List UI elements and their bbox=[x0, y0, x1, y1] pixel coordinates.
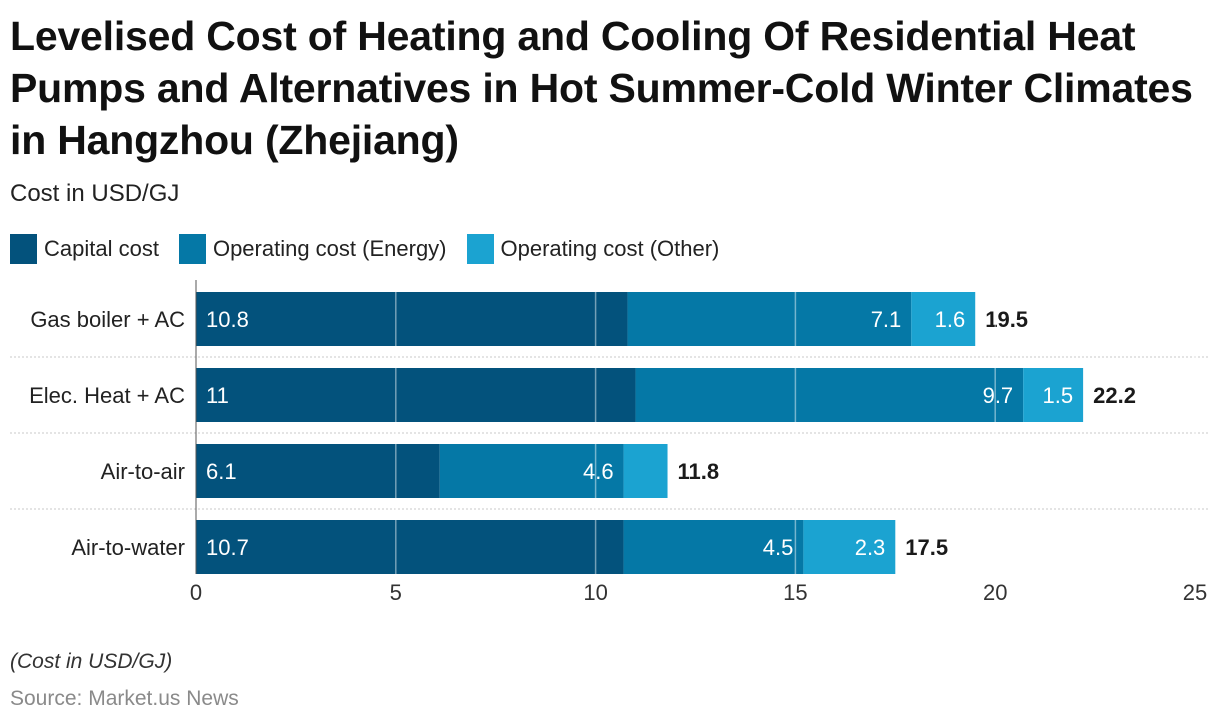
data-label: 10.7 bbox=[206, 535, 249, 560]
total-label: 22.2 bbox=[1093, 383, 1136, 408]
data-label: 10.8 bbox=[206, 307, 249, 332]
bar-segment-other bbox=[1023, 368, 1084, 422]
category-label: Air-to-water bbox=[71, 535, 185, 560]
total-label: 11.8 bbox=[678, 459, 720, 484]
category-label: Air-to-air bbox=[101, 459, 185, 484]
x-tick-label: 5 bbox=[390, 580, 402, 605]
x-tick-label: 25 bbox=[1183, 580, 1207, 605]
legend-label-other: Operating cost (Other) bbox=[500, 236, 720, 261]
data-label: 7.1 bbox=[871, 307, 902, 332]
legend: Capital cost Operating cost (Energy) Ope… bbox=[10, 234, 739, 264]
bar-segment-energy bbox=[623, 520, 804, 574]
category-label: Elec. Heat + AC bbox=[29, 383, 185, 408]
data-label: 9.7 bbox=[983, 383, 1014, 408]
chart-source: Source: Market.us News bbox=[10, 687, 239, 710]
legend-label-capital: Capital cost bbox=[44, 236, 159, 261]
data-label: 11 bbox=[206, 383, 229, 408]
total-label: 17.5 bbox=[905, 535, 948, 560]
chart-title: Levelised Cost of Heating and Cooling Of… bbox=[10, 13, 1193, 163]
data-label: 4.5 bbox=[763, 535, 794, 560]
stacked-bar-chart: Gas boiler + AC 10.8 7.1 1.6 19.5 Elec. Heat … bbox=[10, 280, 1210, 605]
bar-segment-energy bbox=[439, 444, 624, 498]
legend-item-other: Operating cost (Other) bbox=[466, 234, 720, 264]
bar-segment-capital bbox=[196, 368, 636, 422]
bar-segment-other bbox=[803, 520, 896, 574]
data-label: 1.5 bbox=[1043, 383, 1074, 408]
chart-note: (Cost in USD/GJ) bbox=[10, 650, 173, 673]
category-label: Gas boiler + AC bbox=[30, 307, 185, 332]
bar-segment-other bbox=[911, 292, 976, 346]
data-label: 6.1 bbox=[206, 459, 237, 484]
bar-segment-energy bbox=[635, 368, 1024, 422]
x-tick-label: 20 bbox=[983, 580, 1007, 605]
bar-segment-capital bbox=[196, 520, 624, 574]
bar-segment-other bbox=[623, 444, 668, 498]
data-label: 2.3 bbox=[855, 535, 886, 560]
x-tick-label: 0 bbox=[190, 580, 202, 605]
data-label: 4.6 bbox=[583, 459, 614, 484]
legend-item-capital: Capital cost bbox=[10, 234, 159, 264]
legend-label-energy: Operating cost (Energy) bbox=[212, 236, 447, 261]
bar-segment-capital bbox=[196, 444, 440, 498]
legend-swatch-other bbox=[466, 234, 494, 264]
legend-swatch-capital bbox=[10, 234, 37, 264]
bar-segment-capital bbox=[196, 292, 628, 346]
chart-subtitle: Cost in USD/GJ bbox=[10, 180, 180, 207]
x-tick-label: 10 bbox=[583, 580, 607, 605]
legend-swatch-energy bbox=[178, 234, 206, 264]
x-tick-label: 15 bbox=[783, 580, 807, 605]
bar-segment-energy bbox=[627, 292, 912, 346]
legend-item-energy: Operating cost (Energy) bbox=[178, 234, 447, 264]
data-label: 1.6 bbox=[935, 307, 966, 332]
total-label: 19.5 bbox=[985, 307, 1028, 332]
